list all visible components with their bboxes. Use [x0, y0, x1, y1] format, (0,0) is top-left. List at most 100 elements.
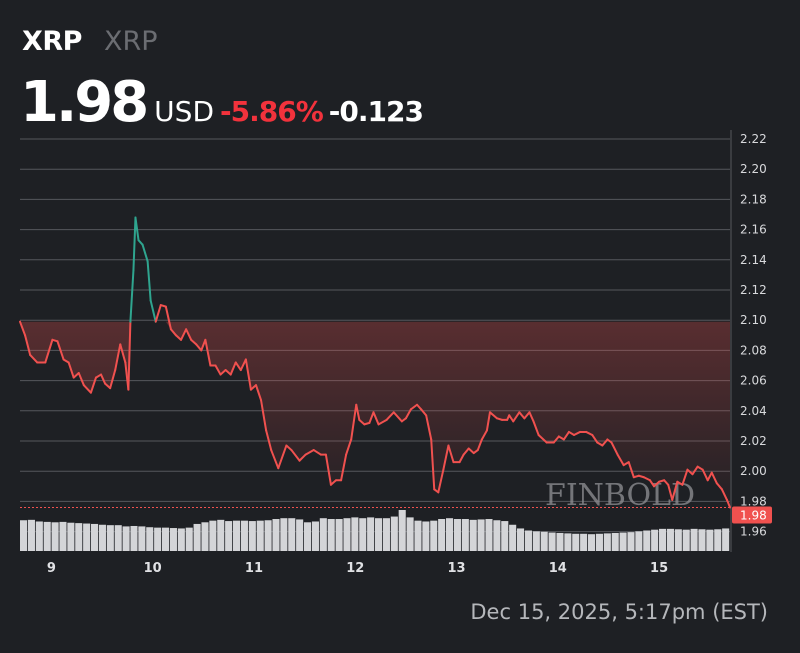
volume-bar [469, 519, 477, 551]
volume-bar [122, 526, 130, 551]
y-tick-label: 2.10 [740, 313, 767, 327]
y-tick-label: 2.08 [740, 343, 767, 357]
price-line-segment [512, 411, 521, 423]
price-line-segment [127, 320, 132, 391]
x-tick-label: 12 [346, 561, 364, 576]
price-line-segment [404, 408, 412, 420]
price-line-segment [169, 328, 177, 337]
price-line-segment [19, 320, 27, 337]
price-line-segment [552, 435, 560, 444]
price-line-segment [234, 361, 242, 372]
volume-bar [304, 522, 312, 551]
price-line-segment [430, 438, 436, 491]
y-tick-label: 2.12 [740, 283, 767, 297]
price-line-segment [648, 479, 656, 488]
price-line-segment [392, 411, 403, 423]
price-line-segment [686, 468, 694, 476]
volume-bar [690, 528, 698, 551]
volume-bar [233, 520, 241, 551]
price-line-segment [442, 444, 450, 471]
volume-bar [209, 520, 217, 551]
volume-bar [501, 521, 509, 551]
volume-bar [91, 523, 99, 551]
price-line-segment [447, 444, 455, 464]
y-tick-label: 2.04 [740, 404, 767, 418]
volume-bar [422, 521, 430, 551]
price-line-segment [141, 243, 149, 263]
y-tick-label: 2.18 [740, 192, 767, 206]
price-line-segment [653, 480, 661, 488]
change-percent: -5.86% [220, 95, 324, 128]
volume-bar [146, 527, 154, 551]
price-line-segment [164, 305, 172, 331]
volume-bar [43, 521, 51, 551]
price-line-segment [298, 453, 307, 462]
volume-bar [674, 529, 682, 551]
volume-bar [35, 521, 43, 551]
volume-bar [643, 530, 651, 551]
volume-bar [627, 532, 635, 551]
price-line-segment [416, 403, 423, 411]
price-line-segment [627, 461, 635, 479]
volume-bar [138, 526, 146, 551]
x-tick-label: 9 [47, 561, 56, 576]
volume-bar [414, 520, 422, 551]
price-line-segment [67, 361, 75, 379]
volume-bar [517, 528, 525, 551]
volume-bar [335, 519, 343, 551]
price-line-segment [249, 384, 257, 391]
price-line-segment [437, 468, 445, 494]
volume-bar [580, 533, 588, 551]
volume-bar [59, 521, 67, 551]
y-tick-label: 1.98 [740, 494, 767, 508]
volume-bar [595, 533, 603, 551]
volume-bar [193, 523, 201, 551]
volume-bar [588, 534, 596, 551]
price-line-segment [532, 420, 540, 436]
price-line-segment [425, 414, 433, 441]
price-line-segment [523, 411, 531, 420]
price-line-segment [119, 343, 127, 364]
volume-bar [154, 527, 162, 551]
volume-bar [27, 519, 35, 551]
volume-bar [722, 528, 730, 551]
volume-bar [106, 525, 114, 551]
price-line-segment [467, 447, 475, 455]
price-line-segment [100, 373, 107, 385]
asset-name: XRP [104, 26, 158, 57]
price-line-segment [671, 480, 679, 501]
change-absolute: -0.123 [328, 95, 424, 128]
price-line-segment [324, 453, 332, 486]
volume-bar [327, 519, 335, 551]
price-line-segment [585, 430, 594, 436]
volume-bar [651, 529, 659, 551]
price-line-segment [219, 369, 227, 376]
price-line-segment [24, 334, 32, 356]
volume-bar [390, 516, 398, 551]
volume-bar [280, 518, 288, 551]
price-line-segment [681, 468, 689, 486]
price-line-segment [691, 465, 699, 476]
price-line-segment [701, 468, 709, 482]
price-line-segment [77, 372, 85, 387]
volume-bar [706, 529, 714, 551]
price-line-segment [591, 433, 599, 444]
price-line-segment [476, 438, 483, 452]
volume-bar [288, 518, 296, 551]
volume-bar [319, 518, 327, 551]
price-line-segment [667, 483, 674, 501]
price-line-segment [508, 414, 515, 423]
volume-bar [351, 517, 359, 551]
volume-bar [375, 518, 383, 551]
volume-bar [311, 521, 319, 551]
volume-bar [461, 519, 469, 551]
price-line-segment [129, 269, 135, 323]
volume-bar [682, 529, 690, 551]
price-line-segment [518, 411, 526, 420]
volume-bar [130, 525, 138, 551]
volume-bar [382, 518, 390, 551]
volume-bar [572, 533, 580, 551]
volume-bar [603, 533, 611, 551]
price-line-segment [573, 430, 582, 436]
currency-label: USD [154, 95, 214, 128]
